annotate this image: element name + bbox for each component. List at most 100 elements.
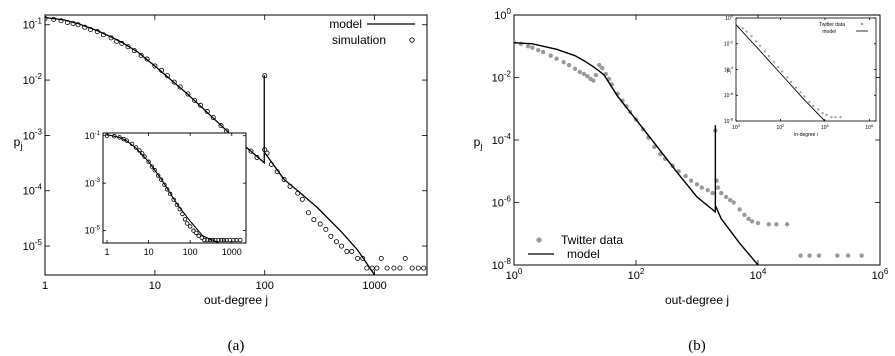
- panel-b-y-label-sub: j: [479, 141, 482, 151]
- panel-a-simulation-point: [391, 265, 397, 271]
- panel-b-twitter-data-point: [600, 65, 605, 71]
- panel-a-simulation-point: [125, 44, 131, 50]
- panel-a-simulation-point: [374, 265, 380, 271]
- panel-a-inset-series: [104, 133, 243, 243]
- panel-a-simulation-point: [159, 67, 165, 73]
- panel-b-twitter-data-point: [784, 222, 790, 227]
- panel-a-simulation-point: [94, 29, 100, 35]
- panel-a-simulation-point: [164, 73, 170, 79]
- panel-a-inset-simulation-point: [133, 145, 139, 150]
- panel-b-inset-twitter-data-point: [750, 34, 753, 38]
- panel-b-inset-x-tick-label: 106: [865, 123, 874, 131]
- panel-a-inset-x-tick-label: 100: [183, 247, 198, 257]
- panel-b-inset-twitter-data-point: [794, 86, 798, 89]
- panel-a-inset-y-tick-label: 10-5: [85, 226, 101, 236]
- panel-a-simulation-point: [402, 255, 408, 261]
- panel-b-y-label-main: p: [474, 135, 481, 149]
- panel-a-simulation-point: [185, 91, 191, 97]
- panel-a-inset-simulation-point: [162, 182, 167, 188]
- panel-a-x-tick-label: 1000: [362, 280, 386, 292]
- panel-a-simulation-point: [369, 265, 375, 271]
- panel-b-twitter-data-point: [694, 182, 700, 187]
- panel-b-twitter-data-point: [591, 78, 596, 83]
- panel-a-inset-simulation-point: [139, 151, 145, 156]
- panel-a-simulation-point: [311, 217, 317, 223]
- panel-a-simulation-point: [355, 255, 361, 261]
- panel-a-inset-simulation-point: [185, 221, 190, 226]
- panel-b-inset-twitter-data-point: [821, 112, 824, 115]
- panel-a-inset-simulation-point: [196, 233, 201, 239]
- panel-b-inset-x-tick-label: 104: [821, 123, 830, 131]
- panel-a-simulation-point: [254, 154, 260, 160]
- panel-a-inset-plot-area: [104, 133, 243, 243]
- panel-b-inset-y-label-sub: i: [730, 70, 731, 75]
- panel-a-simulation-point: [378, 255, 384, 261]
- panel-b-series: [514, 40, 864, 265]
- panel-b-twitter-data-point: [755, 220, 761, 226]
- panel-b-inset-x-label: in-degree i: [794, 132, 818, 138]
- panel-a-x-tick-label: 10: [149, 280, 161, 292]
- panel-a-simulation-point: [204, 109, 210, 115]
- panel-a-inset-simulation-point: [146, 159, 151, 164]
- panel-a-inset-simulation-point: [187, 224, 193, 229]
- panel-b-inset-twitter-data-point: [736, 22, 738, 25]
- panel-a-simulation-point: [88, 27, 94, 33]
- panel-a-inset-simulation-point: [216, 237, 221, 243]
- panel-a-simulation-point: [119, 40, 125, 46]
- panel-b-inset-twitter-data-point: [763, 50, 767, 53]
- panel-b-twitter-data-point: [530, 45, 535, 50]
- panel-a-legend-model-label: model: [329, 17, 362, 31]
- panel-b-twitter-data-point: [705, 187, 710, 193]
- panel-a-inset-simulation-point: [129, 141, 135, 147]
- panel-b-twitter-data-point: [798, 253, 803, 258]
- panel-a-simulation-point: [299, 196, 305, 202]
- panel-a-simulation-point: [262, 73, 268, 79]
- panel-a-inset-simulation-point: [207, 237, 213, 243]
- panel-a-inset-simulation-point: [164, 187, 170, 192]
- panel-b-twitter-data-point: [652, 144, 657, 150]
- panel-b-inset-twitter-data-point: [754, 40, 758, 43]
- panel-a-simulation-point: [64, 19, 70, 25]
- panel-b-twitter-data-point: [742, 212, 747, 218]
- panel-b-twitter-data-point: [593, 72, 599, 78]
- panel-a-simulation-point: [82, 24, 88, 30]
- panel-b-inset-twitter-data-point: [803, 95, 806, 98]
- panel-a-simulation-point: [108, 35, 114, 41]
- panel-b-twitter-data-point: [723, 194, 729, 200]
- panel-a-inset-simulation-point: [221, 237, 227, 243]
- panel-b-inset-twitter-data-point: [834, 116, 837, 119]
- panel-b-inset-y-tick-label: 10-6: [724, 91, 734, 99]
- panel-a-inset-simulation-point: [182, 217, 188, 222]
- panel-a-simulation-point: [384, 265, 390, 271]
- panel-a-simulation-point: [349, 248, 355, 254]
- panel-a-inset-frame: [102, 132, 247, 244]
- panel-a-inset-simulation-point: [231, 237, 236, 243]
- panel-b-inset-twitter-data-point: [767, 54, 770, 58]
- panel-b-inset-series: [736, 22, 842, 121]
- panel-b-inset-plot-area: [736, 22, 842, 121]
- panel-a-inset-x-tick-label: 1: [105, 247, 110, 257]
- panel-a-simulation-point: [323, 226, 329, 232]
- panel-a-y-label: pj: [14, 135, 23, 151]
- panel-a-simulation-point: [295, 190, 301, 196]
- panel-b-inset-twitter-data-point: [808, 100, 811, 104]
- panel-a-simulation-point: [268, 161, 274, 167]
- panel-a-inset-simulation-point: [191, 228, 196, 233]
- panel-b-twitter-data-point: [548, 53, 553, 58]
- panel-a-inset-simulation-point: [199, 235, 204, 240]
- panel-a-axes: 1 10 100 1000 10-5 10-4 10-3 10-2 10-1: [23, 15, 427, 292]
- panel-b-inset-twitter-data-point: [830, 116, 833, 119]
- panel-b-x-label: out-degree j: [665, 293, 729, 307]
- panel-a-y-label-main: p: [14, 135, 21, 149]
- panel-a-simulation-point: [328, 233, 334, 239]
- panel-b-inset-axes: 100 102 104 106 10-8 10-6 10-4 10-2 100: [724, 14, 876, 131]
- panel-b-twitter-data-point: [597, 62, 602, 68]
- panel-b-inset: 100 102 104 106 10-8 10-6 10-4 10-2 100 Twitter …: [724, 14, 877, 138]
- panel-a-y-tick-label: 10-1: [23, 17, 43, 32]
- panel-a-inset-axes: 1 10 100 1000 10-5 10-3 10-1: [85, 131, 246, 257]
- panel-b-inset-legend-model-label: model: [822, 29, 836, 35]
- panel-a-inset-simulation-point: [171, 197, 176, 202]
- panel-b-twitter-data-point: [710, 190, 715, 196]
- panel-b-legend-model-label: model: [567, 247, 600, 261]
